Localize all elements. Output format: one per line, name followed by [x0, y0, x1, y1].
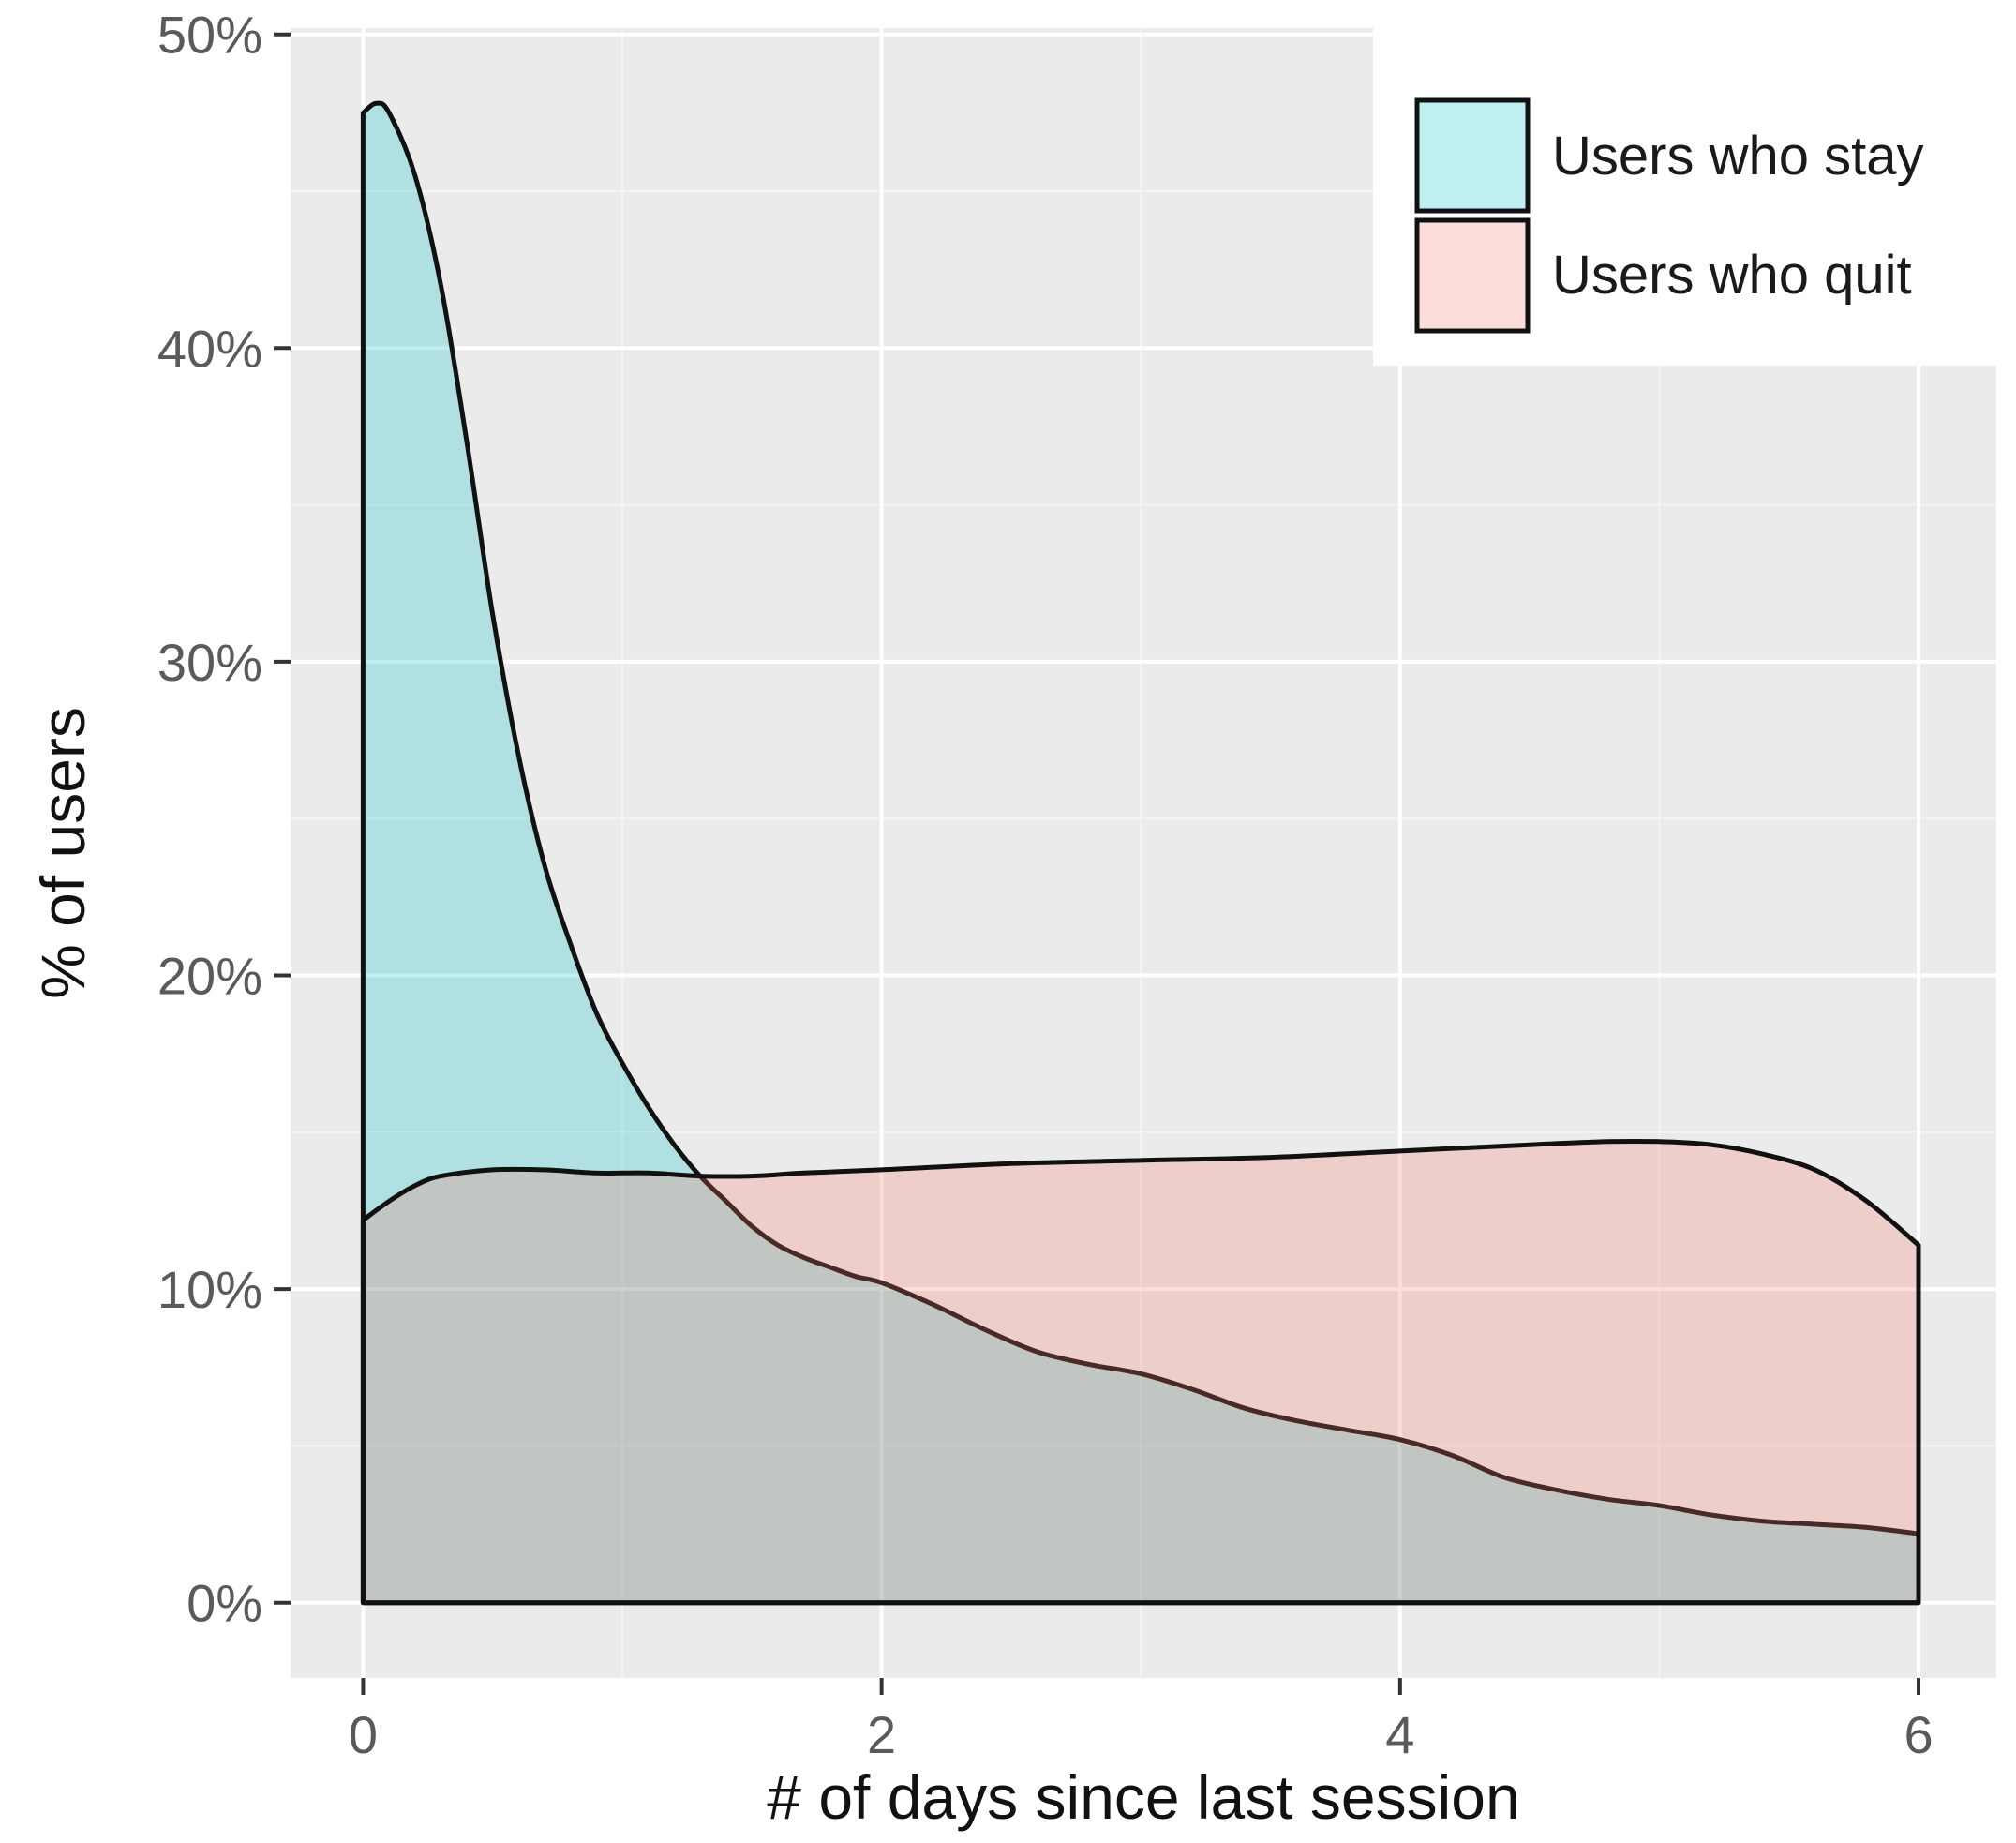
legend: Users who stay Users who quit [1373, 28, 1996, 366]
y-tick-label: 50% [157, 6, 262, 65]
y-axis-title: % of users [28, 707, 97, 999]
y-tick-label: 20% [157, 946, 262, 1005]
y-tick-labels: 0% 10% 20% 30% 40% 50% [157, 6, 262, 1633]
legend-key-stay [1417, 100, 1528, 211]
y-tick-label: 30% [157, 633, 262, 692]
x-tick-label: 6 [1904, 1705, 1933, 1764]
legend-key-quit [1417, 220, 1528, 331]
x-tick-labels: 0 2 4 6 [349, 1705, 1934, 1764]
x-axis-title: # of days since last session [767, 1762, 1519, 1832]
legend-label-stay: Users who stay [1552, 126, 1923, 187]
y-tick-label: 0% [187, 1574, 262, 1633]
y-tick-label: 40% [157, 319, 262, 378]
y-tick-label: 10% [157, 1260, 262, 1319]
x-tick-label: 4 [1385, 1705, 1414, 1764]
x-tick-label: 2 [867, 1705, 896, 1764]
legend-label-quit: Users who quit [1552, 245, 1912, 306]
x-tick-label: 0 [349, 1705, 378, 1764]
density-area-quit [363, 1141, 1919, 1602]
